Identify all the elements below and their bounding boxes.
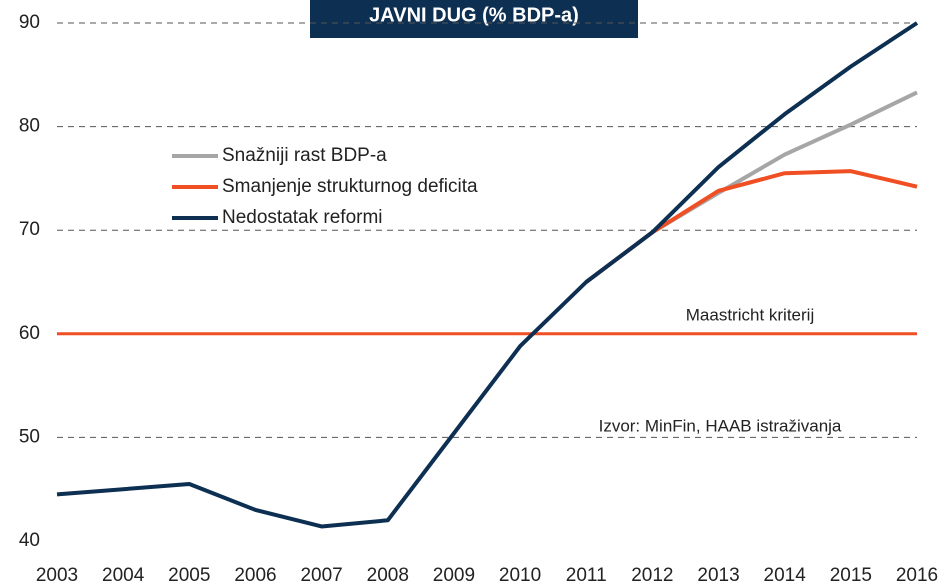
y-tick-label: 70 [19,219,40,240]
legend-label: Nedostatak reformi [222,207,383,228]
chart-title: JAVNI DUG (% BDP-a) [369,4,579,26]
y-tick-label: 90 [19,12,40,33]
legend-label: Smanjenje strukturnog deficita [222,176,478,197]
title-box [310,0,638,38]
x-tick-label: 2011 [566,565,607,586]
x-tick-label: 2012 [631,565,673,586]
x-tick-label: 2006 [234,565,276,586]
x-tick-label: 2016 [896,565,938,586]
x-tick-label: 2004 [102,565,145,586]
series-line [585,169,918,284]
x-tick-label: 2015 [830,565,872,586]
x-tick-label: 2010 [499,565,541,586]
x-tick-label: 2009 [433,565,475,586]
series-line [56,21,919,529]
x-tick-label: 2003 [36,565,78,586]
x-tick-label: 2005 [168,565,210,586]
x-tick-label: 2008 [367,565,409,586]
series-line [585,90,918,284]
x-tick-label: 2013 [697,565,739,586]
reference-label: Maastricht kriterij [686,305,814,324]
y-tick-label: 40 [19,530,40,551]
annotation: Izvor: MinFin, HAAB istraživanja [599,417,842,436]
y-tick-label: 80 [19,116,40,137]
x-tick-label: 2007 [300,565,342,586]
legend-label: Snažniji rast BDP-a [222,145,387,166]
y-tick-label: 50 [19,426,40,447]
y-tick-label: 60 [19,323,40,344]
x-tick-label: 2014 [764,565,807,586]
